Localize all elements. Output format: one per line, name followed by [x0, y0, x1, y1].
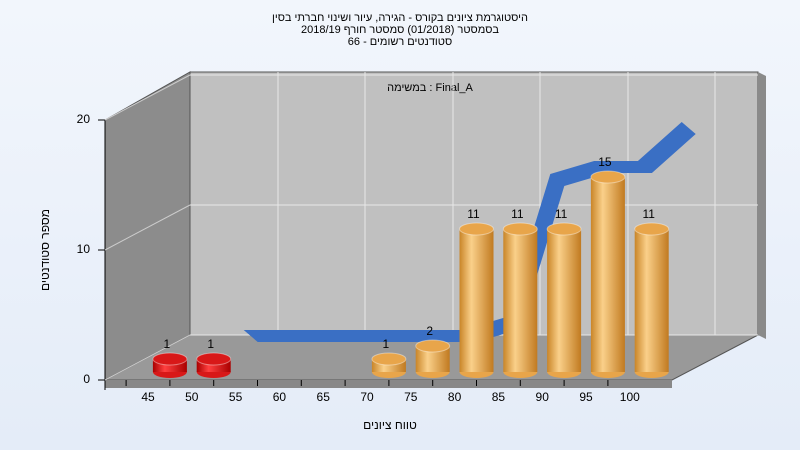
x-tick-label: 90 — [536, 390, 550, 404]
bar-top — [590, 170, 626, 184]
x-tick-label: 65 — [317, 390, 331, 404]
y-tick-label: 20 — [77, 112, 91, 126]
value-label: 11 — [511, 207, 524, 221]
grid-line — [104, 334, 191, 381]
value-label: 1 — [383, 337, 390, 351]
value-label: 1 — [164, 337, 171, 351]
x-tick-label: 45 — [141, 390, 155, 404]
bar-body — [634, 229, 669, 372]
bar-top — [459, 222, 494, 236]
bar-top — [634, 222, 670, 236]
x-tick-label: 60 — [273, 390, 287, 404]
bar-top — [415, 339, 451, 353]
x-tick-label: 80 — [448, 390, 462, 404]
y-axis-label: מספר סטודנטים — [38, 209, 52, 291]
bar — [152, 352, 188, 378]
wall-edge — [758, 72, 766, 339]
x-tick-label: 50 — [185, 390, 199, 404]
chart-title: סטודנטים רשומים - 66 — [348, 36, 452, 48]
bar-top — [546, 222, 582, 236]
bar — [590, 170, 626, 378]
bar-body — [503, 229, 538, 372]
y-tick-label: 0 — [83, 372, 90, 386]
value-label: 11 — [555, 207, 568, 221]
chart-title: בסמסטר (01/2018) סמסטר חורף 2018/19 — [301, 24, 499, 36]
annotation: במשימה : Final_A — [387, 82, 473, 94]
x-tick-label: 70 — [360, 390, 374, 404]
bar-top — [371, 352, 407, 366]
bar — [196, 352, 232, 378]
bar — [459, 222, 494, 378]
bar — [634, 222, 670, 378]
bar-top — [196, 352, 232, 366]
value-label: 11 — [467, 207, 480, 221]
value-label: 15 — [598, 155, 612, 169]
x-tick-label: 85 — [492, 390, 506, 404]
bar-top — [152, 352, 188, 366]
x-tick-label: 75 — [404, 390, 418, 404]
x-tick-label: 55 — [229, 390, 243, 404]
x-axis-label: טווח ציונים — [363, 418, 417, 432]
x-tick-label: 95 — [579, 390, 593, 404]
value-label: 1 — [207, 337, 214, 351]
left-wall — [104, 71, 191, 381]
bar-body — [547, 229, 582, 372]
bar — [371, 352, 407, 378]
y-tick-label: 10 — [77, 242, 91, 256]
value-label: 11 — [642, 207, 655, 221]
bar — [415, 339, 451, 378]
bar-body — [590, 177, 625, 372]
grid-line — [104, 74, 191, 121]
curve — [243, 122, 696, 342]
chart-title: היסטוגרמת ציונים בקורס - הגירה, עיור ושי… — [272, 12, 528, 24]
bar-body — [459, 229, 494, 372]
bar — [546, 222, 582, 378]
value-label: 2 — [426, 324, 433, 338]
x-tick-label: 100 — [620, 390, 640, 404]
bar — [502, 222, 538, 378]
grid-line — [104, 204, 191, 251]
bar-top — [502, 222, 538, 236]
